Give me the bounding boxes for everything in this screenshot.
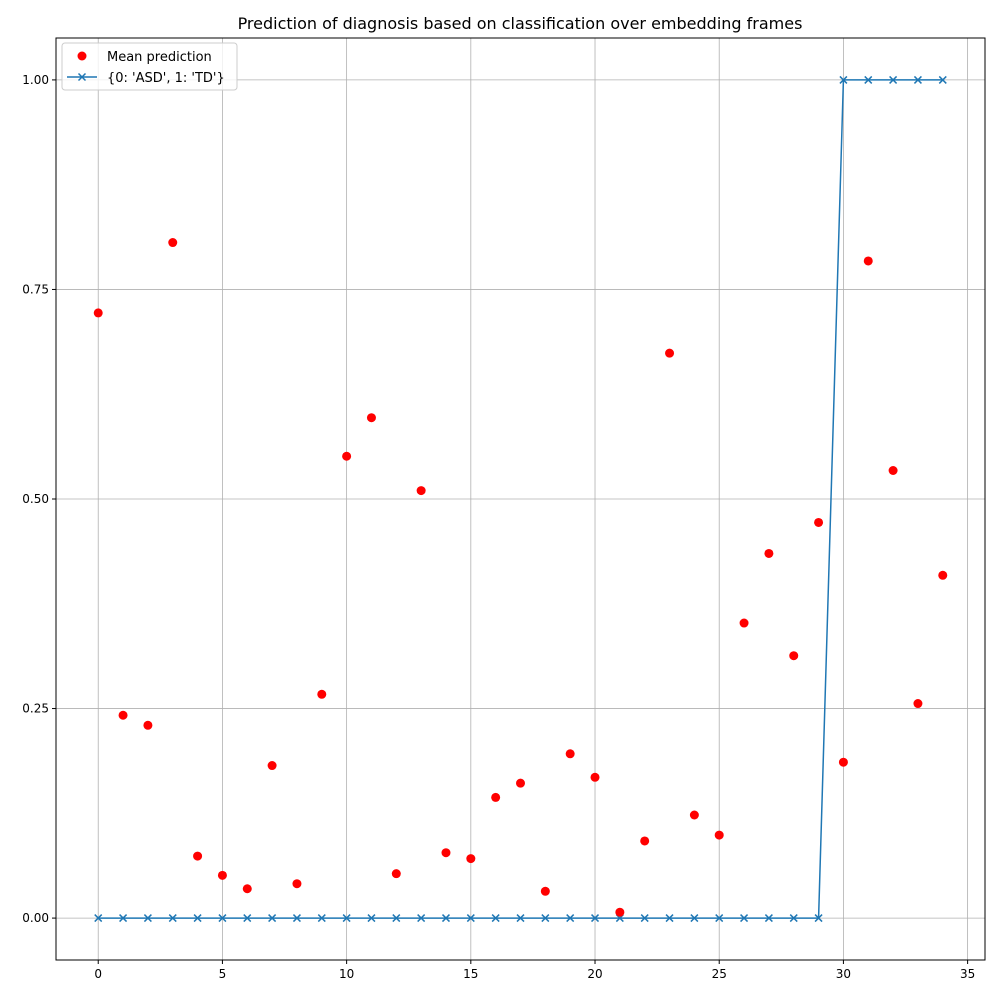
legend-label-mean-prediction: Mean prediction bbox=[107, 50, 212, 65]
mean-prediction-point bbox=[342, 451, 352, 461]
mean-prediction-point bbox=[391, 869, 401, 879]
mean-prediction-point bbox=[888, 466, 898, 476]
x-tick-label: 35 bbox=[960, 967, 975, 981]
mean-prediction-point bbox=[193, 851, 203, 861]
chart-title: Prediction of diagnosis based on classif… bbox=[238, 14, 803, 33]
mean-prediction-point bbox=[466, 854, 476, 864]
diagnosis-marker bbox=[839, 75, 848, 84]
legend-box bbox=[61, 42, 238, 91]
mean-prediction-point bbox=[913, 699, 923, 709]
diagnosis-marker bbox=[119, 914, 128, 923]
diagnosis-marker bbox=[665, 914, 674, 923]
x-tick-label: 0 bbox=[94, 967, 102, 981]
y-tick-label: 0.00 bbox=[22, 911, 49, 925]
y-tick-label: 0.25 bbox=[22, 702, 49, 716]
diagnosis-marker bbox=[392, 914, 401, 923]
mean-prediction-point bbox=[665, 348, 675, 358]
legend-marker-diagnosis bbox=[77, 72, 87, 82]
mean-prediction-point bbox=[93, 308, 103, 318]
mean-prediction-point bbox=[739, 618, 749, 628]
mean-prediction-point bbox=[764, 548, 774, 558]
diagnosis-marker bbox=[864, 75, 873, 84]
x-tick-label: 5 bbox=[219, 967, 227, 981]
diagnosis-marker bbox=[789, 914, 798, 923]
diagnosis-marker bbox=[168, 914, 177, 923]
mean-prediction-point bbox=[416, 486, 426, 496]
mean-prediction-point bbox=[863, 256, 873, 266]
mean-prediction-point bbox=[565, 749, 575, 759]
mean-prediction-point bbox=[118, 710, 128, 720]
diagnosis-marker bbox=[566, 914, 575, 923]
x-tick-label: 15 bbox=[463, 967, 478, 981]
plot-series bbox=[93, 75, 948, 923]
y-tick-label: 1.00 bbox=[22, 73, 49, 87]
diagnosis-marker bbox=[516, 914, 525, 923]
mean-prediction-point bbox=[441, 848, 451, 858]
diagnosis-marker bbox=[441, 914, 451, 923]
mean-prediction-point bbox=[491, 792, 501, 802]
diagnosis-marker bbox=[740, 914, 749, 923]
mean-prediction-point bbox=[217, 870, 227, 880]
legend-marker-mean-prediction bbox=[77, 51, 87, 61]
mean-prediction-point bbox=[640, 836, 650, 846]
diagnosis-marker bbox=[491, 914, 500, 923]
mean-prediction-point bbox=[317, 689, 327, 699]
diagnosis-marker bbox=[143, 914, 152, 923]
diagnosis-marker bbox=[218, 914, 227, 923]
x-tick-label: 25 bbox=[712, 967, 727, 981]
mean-prediction-point bbox=[540, 886, 550, 896]
axis-ticks: 0 5 10 15 20 25 30 35 0.00 0.25 0.50 0.75 1.00 bbox=[22, 73, 975, 981]
diagnosis-marker bbox=[764, 914, 773, 923]
mean-prediction-point bbox=[516, 778, 525, 788]
diagnosis-marker bbox=[193, 914, 202, 923]
diagnosis-marker bbox=[913, 75, 922, 84]
y-tick-label: 0.75 bbox=[22, 282, 49, 296]
diagnosis-marker bbox=[367, 914, 376, 923]
x-tick-label: 30 bbox=[836, 967, 851, 981]
diagnosis-marker bbox=[541, 914, 550, 923]
mean-prediction-point bbox=[267, 761, 277, 771]
diagnosis-marker bbox=[690, 914, 699, 923]
x-tick-label: 20 bbox=[587, 967, 602, 981]
diagnosis-marker bbox=[292, 914, 301, 923]
y-tick-label: 0.50 bbox=[22, 492, 49, 506]
diagnosis-marker bbox=[243, 914, 252, 923]
mean-prediction-point bbox=[689, 810, 699, 820]
diagnosis-marker bbox=[317, 914, 326, 923]
diagnosis-marker bbox=[814, 914, 823, 923]
mean-prediction-point bbox=[590, 772, 600, 782]
mean-prediction-point bbox=[838, 757, 848, 767]
diagnosis-marker bbox=[715, 914, 724, 923]
diagnosis-marker bbox=[417, 914, 426, 923]
legend-label-diagnosis: {0: 'ASD', 1: 'TD'} bbox=[107, 71, 225, 86]
grid-lines bbox=[56, 38, 985, 960]
mean-prediction-point bbox=[814, 517, 824, 527]
mean-prediction-point bbox=[168, 238, 178, 248]
mean-prediction-point bbox=[615, 907, 625, 917]
mean-prediction-point bbox=[938, 570, 948, 580]
diagnosis-marker bbox=[466, 914, 475, 923]
legend: Mean prediction {0: 'ASD', 1: 'TD'} bbox=[61, 42, 238, 91]
mean-prediction-point bbox=[789, 651, 799, 661]
diagnosis-marker bbox=[94, 914, 103, 923]
diagnosis-marker bbox=[342, 914, 351, 923]
mean-prediction-point bbox=[714, 830, 724, 840]
diagnosis-marker bbox=[938, 75, 947, 84]
x-tick-label: 10 bbox=[339, 967, 354, 981]
diagnosis-marker bbox=[640, 914, 649, 923]
diagnosis-marker bbox=[268, 914, 277, 923]
mean-prediction-point bbox=[292, 879, 302, 889]
diagnosis-marker bbox=[889, 75, 898, 84]
diagnosis-marker bbox=[590, 914, 600, 923]
mean-prediction-point bbox=[242, 884, 252, 894]
mean-prediction-point bbox=[143, 720, 153, 730]
mean-prediction-point bbox=[366, 413, 376, 423]
